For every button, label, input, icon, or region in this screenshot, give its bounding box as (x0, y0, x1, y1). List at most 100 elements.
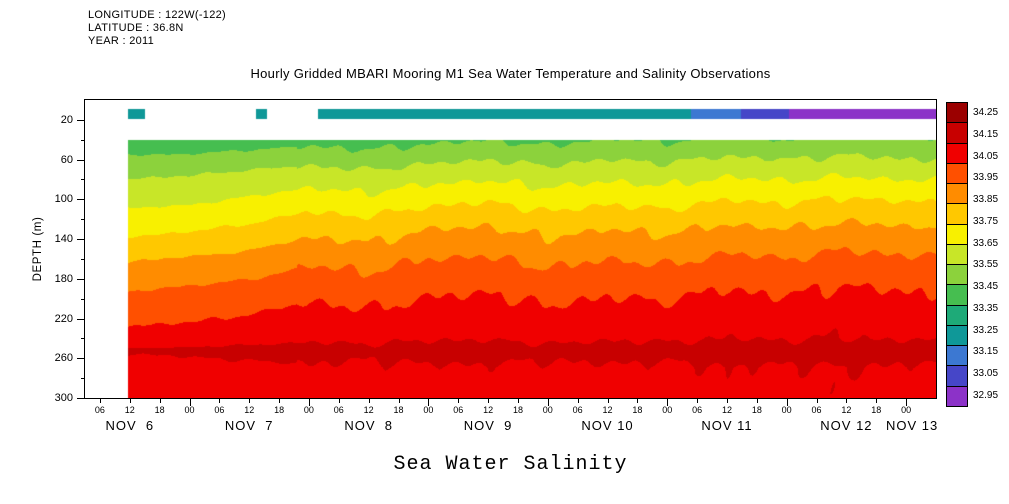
x-day-label: NOV 8 (344, 418, 393, 433)
x-hour-tick (189, 398, 191, 406)
x-day-label: NOV 13 (885, 418, 939, 433)
plot-frame (84, 99, 937, 399)
x-day-label: NOV 7 (224, 418, 274, 433)
y-tick (77, 318, 85, 320)
y-minor-tick (81, 219, 85, 221)
x-hour-tick-label: 18 (512, 405, 523, 415)
x-hour-tick-label: 18 (871, 405, 882, 415)
colorbar-segment (947, 365, 967, 386)
colorbar-tick-label: 33.25 (973, 324, 999, 336)
x-hour-tick-label: 12 (841, 405, 852, 415)
x-hour-tick-label: 00 (184, 405, 195, 415)
x-hour-tick-label: 06 (333, 405, 344, 415)
x-hour-tick (249, 398, 251, 403)
x-day-label: NOV 6 (105, 418, 155, 433)
x-day-label: NOV 11 (701, 418, 753, 433)
colorbar-segment (947, 324, 967, 346)
x-hour-tick (756, 398, 758, 403)
x-hour-tick-label: 18 (274, 405, 285, 415)
salinity-heatmap (85, 100, 936, 398)
year-label: YEAR : 2011 (88, 35, 155, 47)
y-minor-tick (81, 258, 85, 260)
x-hour-tick (398, 398, 400, 403)
x-hour-tick-label: 12 (721, 405, 732, 415)
plot-title: Hourly Gridded MBARI Mooring M1 Sea Wate… (250, 66, 771, 81)
x-hour-tick (219, 398, 221, 403)
x-hour-tick (697, 398, 699, 403)
x-hour-tick-label: 12 (363, 405, 374, 415)
colorbar-tick-label: 33.55 (973, 259, 999, 271)
x-hour-tick (129, 398, 131, 403)
colorbar-segment (947, 142, 967, 163)
x-hour-tick-label: 12 (483, 405, 494, 415)
colorbar-tick-label: 33.45 (973, 281, 999, 293)
x-hour-tick-label: 00 (423, 405, 434, 415)
latitude-label: LATITUDE : 36.8N (88, 22, 184, 34)
y-tick (77, 199, 85, 201)
y-tick-label: 140 (54, 233, 73, 246)
colorbar-tick-label: 33.65 (973, 237, 999, 249)
colorbar-segment (947, 223, 967, 244)
colorbar (946, 102, 968, 407)
y-tick-label: 300 (54, 392, 73, 404)
colorbar-tick-label: 32.95 (973, 390, 999, 401)
y-tick (77, 159, 85, 161)
x-hour-tick (637, 398, 639, 403)
colorbar-tick-label: 33.75 (973, 215, 999, 227)
colorbar-segment (947, 304, 967, 325)
y-minor-tick (81, 378, 85, 380)
x-hour-tick (607, 398, 609, 403)
colorbar-segment (947, 203, 967, 224)
metadata-block: LONGITUDE : 122W(-122) LATITUDE : 36.8N … (88, 9, 226, 48)
colorbar-tick-label: 33.05 (973, 368, 999, 380)
x-hour-tick-label: 18 (751, 405, 762, 415)
x-hour-tick (547, 398, 549, 406)
y-tick (77, 358, 85, 360)
x-hour-tick (726, 398, 728, 403)
x-day-label: NOV 9 (463, 418, 513, 433)
y-tick (77, 398, 85, 399)
x-hour-tick (816, 398, 818, 403)
x-hour-tick-label: 06 (811, 405, 822, 415)
y-tick-label: 260 (54, 352, 73, 365)
y-tick (77, 239, 85, 241)
x-hour-tick (159, 398, 161, 403)
x-hour-tick (846, 398, 848, 403)
y-tick-label: 180 (54, 272, 73, 285)
x-hour-tick (667, 398, 669, 406)
y-axis-title: DEPTH (m) (32, 216, 44, 282)
x-hour-tick (279, 398, 281, 403)
x-hour-tick (338, 398, 340, 403)
colorbar-tick-label: 34.05 (973, 150, 999, 162)
y-tick (77, 278, 85, 280)
colorbar-tick-label: 34.15 (973, 128, 999, 140)
y-minor-tick (81, 338, 85, 340)
colorbar-tick-label: 34.25 (973, 107, 999, 118)
x-hour-tick-label: 12 (124, 405, 135, 415)
x-hour-tick-label: 12 (244, 405, 255, 415)
x-hour-tick (368, 398, 370, 403)
x-hour-tick-label: 18 (154, 405, 165, 415)
y-tick-label: 20 (60, 113, 73, 126)
x-hour-tick (488, 398, 490, 403)
x-day-label: NOV 10 (581, 418, 634, 433)
x-hour-tick-label: 18 (393, 405, 404, 415)
x-hour-tick-label: 00 (781, 405, 792, 415)
colorbar-segment (947, 264, 967, 285)
colorbar-tick-label: 33.35 (973, 302, 999, 314)
colorbar-segment (947, 345, 967, 366)
colorbar-tick-label: 33.85 (973, 194, 999, 206)
y-tick-label: 100 (54, 193, 73, 206)
longitude-label: LONGITUDE : 122W(-122) (88, 9, 227, 21)
colorbar-segment (947, 162, 967, 184)
y-tick-label: 60 (60, 153, 73, 166)
colorbar-segment (947, 122, 967, 143)
x-hour-tick (577, 398, 579, 403)
x-hour-tick-label: 06 (692, 405, 703, 415)
x-axis-variable-title: Sea Water Salinity (393, 453, 628, 476)
x-hour-tick-label: 06 (572, 405, 583, 415)
x-hour-tick-label: 12 (602, 405, 613, 415)
y-minor-tick (81, 139, 85, 141)
colorbar-segment (947, 284, 967, 305)
